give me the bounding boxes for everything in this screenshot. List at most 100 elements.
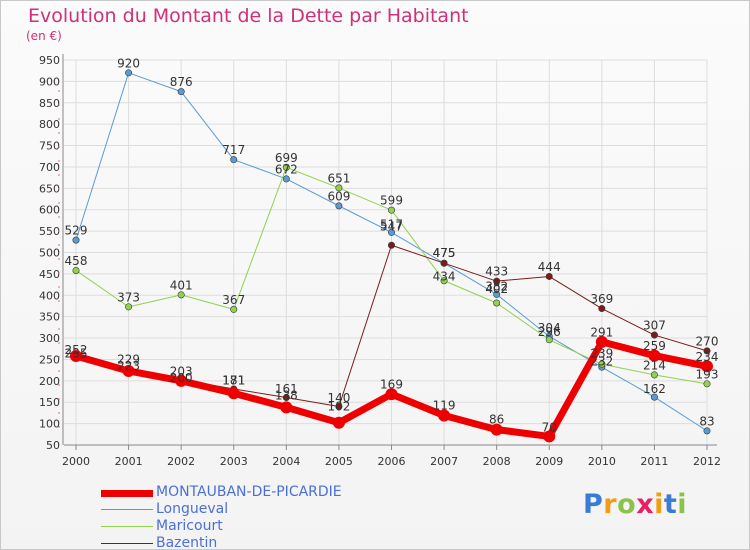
data-point	[545, 336, 553, 344]
y-tick-label: 550	[39, 225, 60, 238]
data-label: 382	[485, 280, 508, 294]
data-point	[335, 202, 343, 210]
data-label: 699	[275, 151, 298, 165]
data-point	[177, 88, 185, 96]
data-point	[703, 427, 711, 435]
y-tick-label: 50	[46, 439, 60, 452]
legend-label: Bazentin	[156, 535, 218, 550]
data-label: 434	[433, 270, 456, 284]
y-tick-label: 950	[39, 54, 60, 67]
data-point	[125, 69, 133, 77]
data-label: 162	[643, 382, 666, 396]
data-label: 140	[327, 391, 350, 405]
x-tick-label: 2012	[693, 455, 721, 468]
data-label: 255	[65, 346, 88, 360]
data-point	[72, 236, 80, 244]
data-point	[438, 409, 451, 422]
data-label: 102	[327, 399, 350, 413]
y-tick-label: 900	[39, 75, 60, 88]
unit-label: (en €)	[26, 29, 62, 43]
legend-swatch	[101, 509, 153, 510]
data-point	[598, 360, 606, 368]
data-point	[440, 259, 448, 267]
data-point	[335, 184, 343, 192]
data-point	[701, 360, 713, 373]
y-tick-label: 450	[39, 268, 60, 281]
data-label: 291	[590, 325, 613, 339]
legend-label: Maricourt	[156, 518, 223, 534]
data-point	[440, 277, 448, 285]
data-point	[493, 277, 501, 285]
data-point	[335, 402, 343, 410]
data-label: 547	[380, 220, 403, 234]
data-point	[282, 163, 290, 171]
data-point	[227, 387, 240, 400]
data-point	[385, 388, 398, 401]
x-tick-label: 2004	[272, 455, 300, 468]
data-point	[493, 290, 501, 298]
data-point	[230, 156, 238, 164]
data-point	[703, 347, 711, 355]
legend-swatch	[101, 490, 153, 497]
data-label: 223	[117, 359, 140, 373]
data-label: 200	[170, 371, 193, 385]
data-point	[70, 350, 82, 363]
data-label: 70	[542, 420, 557, 434]
data-label: 252	[65, 343, 88, 357]
data-label: 171	[222, 374, 245, 388]
data-label: 181	[222, 374, 245, 388]
data-label: 270	[696, 334, 719, 348]
x-tick-label: 2011	[640, 455, 668, 468]
y-tick-label: 100	[39, 418, 60, 431]
data-label: 876	[170, 75, 193, 89]
data-label: 119	[433, 398, 456, 412]
chart-title: Evolution du Montant de la Dette par Hab…	[28, 5, 469, 27]
data-label: 307	[643, 319, 666, 333]
y-tick-label: 250	[39, 353, 60, 366]
data-label: 609	[327, 189, 350, 203]
data-label: 529	[65, 224, 88, 238]
x-tick-label: 2010	[588, 455, 616, 468]
data-label: 169	[380, 378, 403, 392]
data-point	[493, 299, 501, 307]
data-label: 296	[538, 325, 561, 339]
x-tick-label: 2005	[325, 455, 353, 468]
x-tick-label: 2009	[535, 455, 563, 468]
data-label: 517	[380, 218, 403, 232]
data-point	[175, 374, 188, 387]
legend-label: Longueval	[156, 501, 229, 517]
proxiti-logo: Proxiti	[583, 489, 688, 520]
data-label: 651	[327, 171, 350, 185]
data-point	[125, 303, 133, 311]
data-point	[650, 331, 658, 339]
data-point	[387, 228, 395, 236]
data-label: 232	[590, 354, 613, 368]
data-label: 193	[696, 367, 719, 381]
x-tick-label: 2008	[483, 455, 511, 468]
y-tick-label: 600	[39, 204, 60, 217]
x-tick-label: 2000	[62, 455, 90, 468]
data-label: 86	[489, 413, 504, 427]
y-tick-label: 750	[39, 140, 60, 153]
data-label: 402	[485, 282, 508, 296]
data-point	[543, 430, 556, 443]
data-label: 239	[590, 346, 613, 360]
data-point	[282, 394, 290, 402]
data-label: 672	[275, 162, 298, 176]
x-tick-label: 2006	[378, 455, 406, 468]
data-label: 717	[222, 143, 245, 157]
x-tick-label: 2003	[220, 455, 248, 468]
y-tick-label: 400	[39, 289, 60, 302]
data-point	[703, 380, 711, 388]
data-label: 138	[275, 389, 298, 403]
data-label: 475	[433, 246, 456, 260]
data-label: 458	[65, 254, 88, 268]
data-label: 234	[696, 350, 719, 364]
y-tick-label: 700	[39, 161, 60, 174]
data-label: 304	[538, 321, 561, 335]
y-tick-label: 850	[39, 97, 60, 110]
data-label: 214	[643, 358, 666, 372]
data-label: 369	[590, 292, 613, 306]
data-label: 444	[538, 260, 561, 274]
data-label: 433	[485, 265, 508, 279]
